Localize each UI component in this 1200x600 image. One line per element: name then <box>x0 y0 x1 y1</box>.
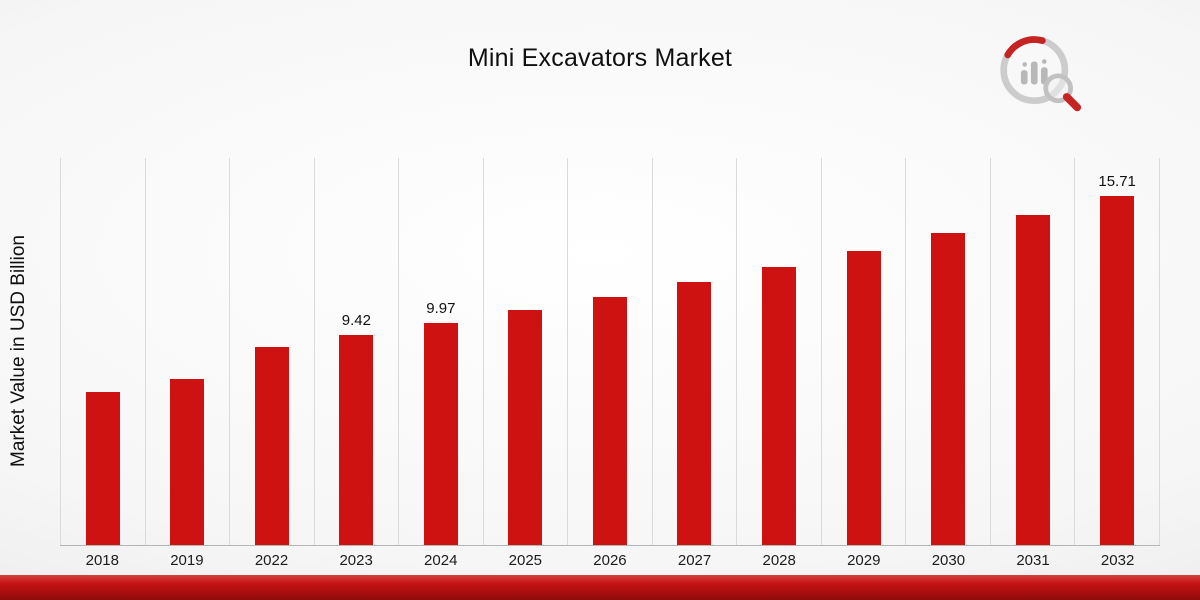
bar-value-label-2024: 9.97 <box>426 300 456 317</box>
x-tick-2030: 2030 <box>931 552 966 569</box>
bar-2024 <box>423 323 458 545</box>
footer-red-band <box>0 575 1200 600</box>
logo-bar-short <box>1020 70 1028 85</box>
category-cell-2024: 9.97 <box>398 158 483 545</box>
logo-dot-1 <box>1022 62 1028 67</box>
logo-magnifier-handle <box>1062 93 1082 112</box>
bar-2032 <box>1100 196 1135 545</box>
bar-2031 <box>1015 215 1050 545</box>
category-cell-2018 <box>60 158 145 545</box>
category-cell-2030 <box>905 158 990 545</box>
x-axis: 2018 2019 2022 2023 2024 2025 2026 2027 2028 2029… <box>60 552 1160 569</box>
plot-area: 9.42 9.97 15.71 <box>60 158 1160 546</box>
bar-value-label-2023: 9.42 <box>341 312 371 329</box>
logo-red-arc <box>1000 36 1069 105</box>
bar-2023 <box>339 335 374 545</box>
x-tick-2018: 2018 <box>85 552 119 569</box>
category-cell-2029 <box>820 158 906 545</box>
x-tick-2031: 2031 <box>1016 552 1050 569</box>
category-cell-2025 <box>482 158 568 545</box>
y-axis-label: Market Value in USD Billion <box>8 235 29 468</box>
bar-2025 <box>508 310 543 545</box>
bar-2019 <box>170 379 205 545</box>
category-cell-2031 <box>989 158 1075 545</box>
category-cell-2019 <box>144 158 230 545</box>
x-tick-2026: 2026 <box>593 552 627 569</box>
bar-2030 <box>931 233 966 545</box>
bar-2028 <box>762 267 797 545</box>
bar-value-label-2032: 15.71 <box>1098 173 1136 190</box>
category-cell-2028 <box>736 158 821 545</box>
category-cell-2026 <box>567 158 652 545</box>
bar-2026 <box>592 297 627 545</box>
category-cell-2023: 9.42 <box>313 158 399 545</box>
x-tick-2029: 2029 <box>847 552 881 569</box>
category-cell-2027 <box>651 158 737 545</box>
bar-2018 <box>85 392 120 545</box>
chart-title: Mini Excavators Market <box>467 44 733 72</box>
category-cell-2022 <box>229 158 314 545</box>
x-tick-2023: 2023 <box>339 552 373 569</box>
x-tick-2027: 2027 <box>677 552 712 569</box>
x-tick-2019: 2019 <box>170 552 204 569</box>
bar-2027 <box>677 282 712 545</box>
bar-2022 <box>254 347 289 545</box>
x-tick-2024: 2024 <box>424 552 458 569</box>
logo-bar-tall <box>1030 61 1038 85</box>
bar-2029 <box>846 251 881 545</box>
logo-dot-2 <box>1042 59 1047 64</box>
x-tick-2028: 2028 <box>762 552 796 569</box>
category-cell-2032: 15.71 <box>1074 158 1160 545</box>
x-tick-2025: 2025 <box>508 552 543 569</box>
x-tick-2032: 2032 <box>1100 552 1135 569</box>
x-tick-2022: 2022 <box>254 552 289 569</box>
market-research-future-logo <box>1000 36 1082 112</box>
